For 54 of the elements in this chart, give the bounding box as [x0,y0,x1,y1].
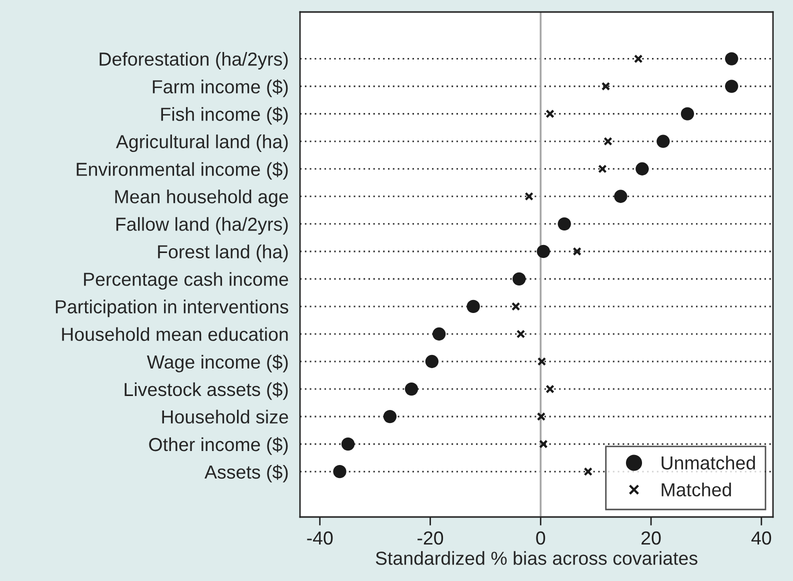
point [598,164,607,174]
y-tick-label: Household mean education [62,327,288,341]
point [516,330,526,338]
point [725,80,738,93]
point [614,190,628,203]
y-tick-label: Forest land (ha) [158,244,288,262]
y-tick-label: Environmental income ($) [76,162,288,180]
point [558,217,571,230]
y-tick-label: Household size [162,410,288,424]
y-tick-label: Wage income ($) [146,354,288,372]
point [383,410,397,424]
y-tick-label: Farm income ($) [152,79,288,98]
point [536,412,546,421]
x-tick-label: -40 [307,531,333,545]
point [466,300,480,314]
x-tick-label: 20 [642,531,661,545]
y-tick-label: Livestock assets ($) [124,382,288,400]
point [572,247,582,256]
y-tick-label: Other income ($) [149,437,288,455]
point [524,192,534,201]
point [604,136,612,146]
point [725,52,738,66]
legend-label: Matched [662,482,731,496]
y-tick-label: Mean household age [115,190,288,208]
point [333,465,346,478]
x-tick-label: 40 [751,531,772,545]
y-tick-label: Deforestation (ha/2yrs) [100,52,288,70]
point [634,54,643,64]
y-tick-label: Fish income ($) [161,106,288,125]
point [511,302,520,311]
point [404,382,418,396]
point [656,134,670,148]
y-tick-label: Participation in interventions [56,300,288,318]
point [425,354,438,368]
point [536,244,550,258]
point [680,107,694,120]
legend-label: Unmatched [662,456,755,470]
x-tick-label: 0 [536,531,546,545]
y-tick-label: Percentage cash income [84,272,288,290]
point [341,437,355,451]
point [432,327,446,341]
point [539,440,548,448]
y-tick-label: Fallow land (ha/2yrs) [116,217,288,235]
point [584,467,592,476]
y-tick-label: Assets ($) [204,464,288,482]
x-tick-label: -20 [418,531,444,545]
x-axis-title: Standardized % bias across covariates [376,551,698,565]
point [636,162,649,176]
point [546,384,554,394]
point [512,272,526,286]
y-tick-label: Agricultural land (ha) [116,134,288,152]
point [601,82,610,91]
point [537,357,546,366]
point [546,109,554,118]
